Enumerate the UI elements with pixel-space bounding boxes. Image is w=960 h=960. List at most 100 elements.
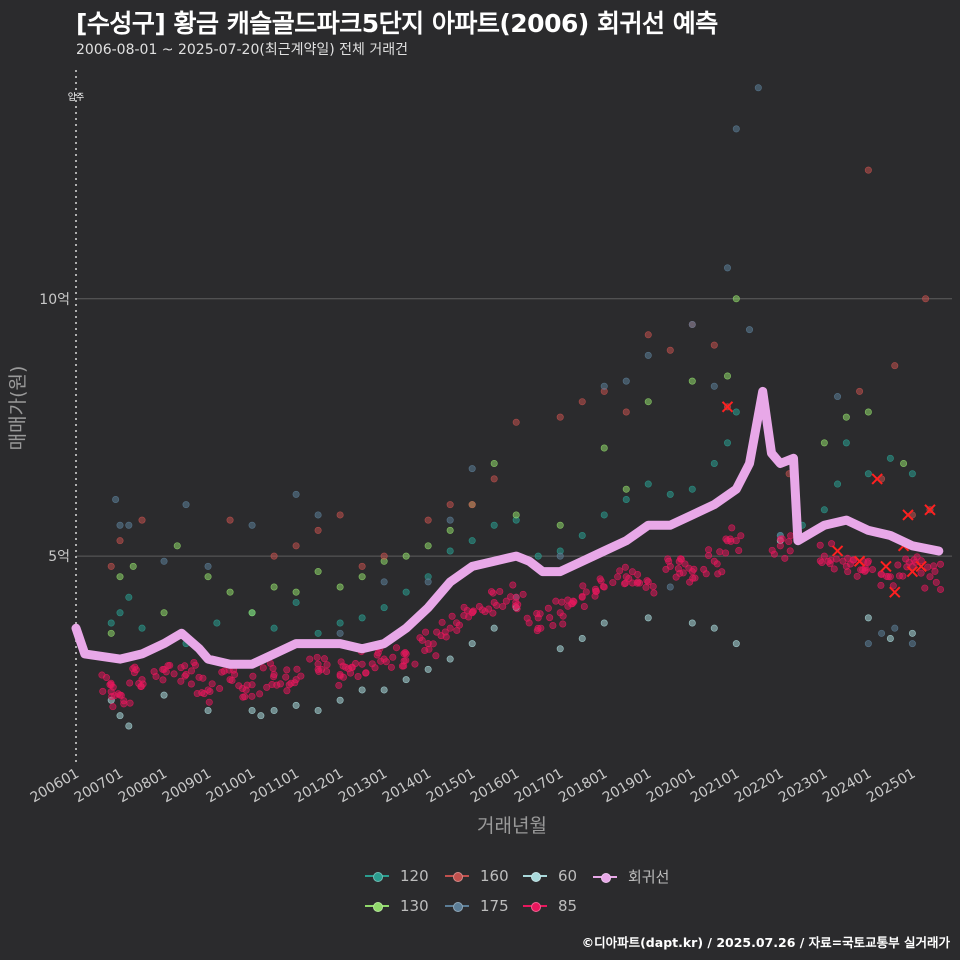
point-85 <box>664 555 672 563</box>
point-130 <box>129 562 137 570</box>
point-60 <box>204 707 212 715</box>
point-85 <box>469 608 477 616</box>
point-175 <box>666 583 674 591</box>
point-85 <box>314 660 322 668</box>
chart-title: [수성구] 황금 캐슬골드파크5단지 아파트(2006) 회귀선 예측 <box>76 9 718 38</box>
legend-item-120: 120 <box>364 866 429 886</box>
point-160 <box>116 537 124 545</box>
point-85 <box>181 672 189 680</box>
point-85 <box>781 554 789 562</box>
point-130 <box>226 588 234 596</box>
point-85 <box>722 549 730 557</box>
point-120 <box>116 609 124 617</box>
point-85 <box>475 602 483 610</box>
point-120 <box>107 619 115 627</box>
point-175 <box>622 377 630 385</box>
point-85 <box>677 555 685 563</box>
point-85 <box>109 703 117 711</box>
point-85 <box>728 524 736 532</box>
point-60 <box>125 722 133 730</box>
point-60 <box>886 634 894 642</box>
point-160 <box>270 552 278 560</box>
point-85 <box>877 570 885 578</box>
point-130 <box>732 295 740 303</box>
point-85 <box>662 565 670 573</box>
legend-label-130: 130 <box>400 897 429 915</box>
point-85 <box>785 538 793 546</box>
source-credit: ©디아파트(dapt.kr) / 2025.07.26 / 자료=국토교통부 실… <box>581 935 950 950</box>
series-175 <box>112 84 916 648</box>
point-85 <box>786 547 794 555</box>
point-130 <box>644 398 652 406</box>
point-85 <box>438 618 446 626</box>
point-175 <box>468 465 476 473</box>
x-axis-title: 거래년월 <box>477 815 547 837</box>
highlight-marker <box>871 473 883 485</box>
point-85 <box>700 565 708 573</box>
legend-label-regression: 회귀선 <box>628 868 670 886</box>
point-130 <box>314 568 322 576</box>
point-85 <box>519 590 527 598</box>
point-85 <box>776 542 784 550</box>
point-85 <box>411 660 419 668</box>
point-160 <box>512 418 520 426</box>
highlight-marker <box>853 555 866 567</box>
point-85 <box>313 653 321 661</box>
point-175 <box>600 382 608 390</box>
point-85 <box>387 663 395 671</box>
point-85 <box>643 577 651 585</box>
point-60 <box>908 629 916 637</box>
x-tick-label: 202201 <box>732 766 786 807</box>
point-175 <box>248 521 256 529</box>
point-175 <box>314 511 322 519</box>
point-120 <box>886 454 894 462</box>
point-85 <box>354 673 362 681</box>
point-160 <box>107 562 115 570</box>
point-85 <box>422 628 430 636</box>
point-160 <box>380 552 388 560</box>
point-85 <box>335 681 343 689</box>
point-130 <box>600 444 608 452</box>
point-85 <box>609 579 617 587</box>
point-85 <box>674 565 682 573</box>
point-175 <box>125 521 133 529</box>
point-85 <box>132 666 140 674</box>
point-85 <box>306 655 314 663</box>
point-130 <box>336 583 344 591</box>
point-85 <box>489 589 497 597</box>
point-175 <box>688 320 696 328</box>
point-130 <box>424 542 432 550</box>
point-85 <box>917 557 925 565</box>
point-85 <box>256 690 264 698</box>
point-85 <box>713 560 721 568</box>
point-175 <box>446 516 454 524</box>
point-85 <box>159 665 167 673</box>
x-tick-label: 201901 <box>600 766 654 807</box>
legend-key-60 <box>522 866 548 886</box>
point-60 <box>468 640 476 648</box>
legend-item-85: 85 <box>522 896 577 916</box>
point-85 <box>336 672 344 680</box>
point-85 <box>126 679 134 687</box>
point-60 <box>578 634 586 642</box>
legend-label-120: 120 <box>400 867 429 885</box>
x-tick-label: 200801 <box>116 766 170 807</box>
point-120 <box>534 552 542 560</box>
point-85 <box>126 699 134 707</box>
point-85 <box>293 665 301 673</box>
point-85 <box>616 567 624 575</box>
point-85 <box>507 593 515 601</box>
point-60 <box>710 624 718 632</box>
point-85 <box>206 687 214 695</box>
point-85 <box>625 574 633 582</box>
highlight-marker <box>880 560 892 573</box>
point-120 <box>314 629 322 637</box>
point-120 <box>666 490 674 498</box>
point-175 <box>710 382 718 390</box>
point-85 <box>248 692 256 700</box>
point-175 <box>723 264 731 272</box>
point-85 <box>191 661 199 669</box>
point-85 <box>283 666 291 674</box>
point-130 <box>820 439 828 447</box>
